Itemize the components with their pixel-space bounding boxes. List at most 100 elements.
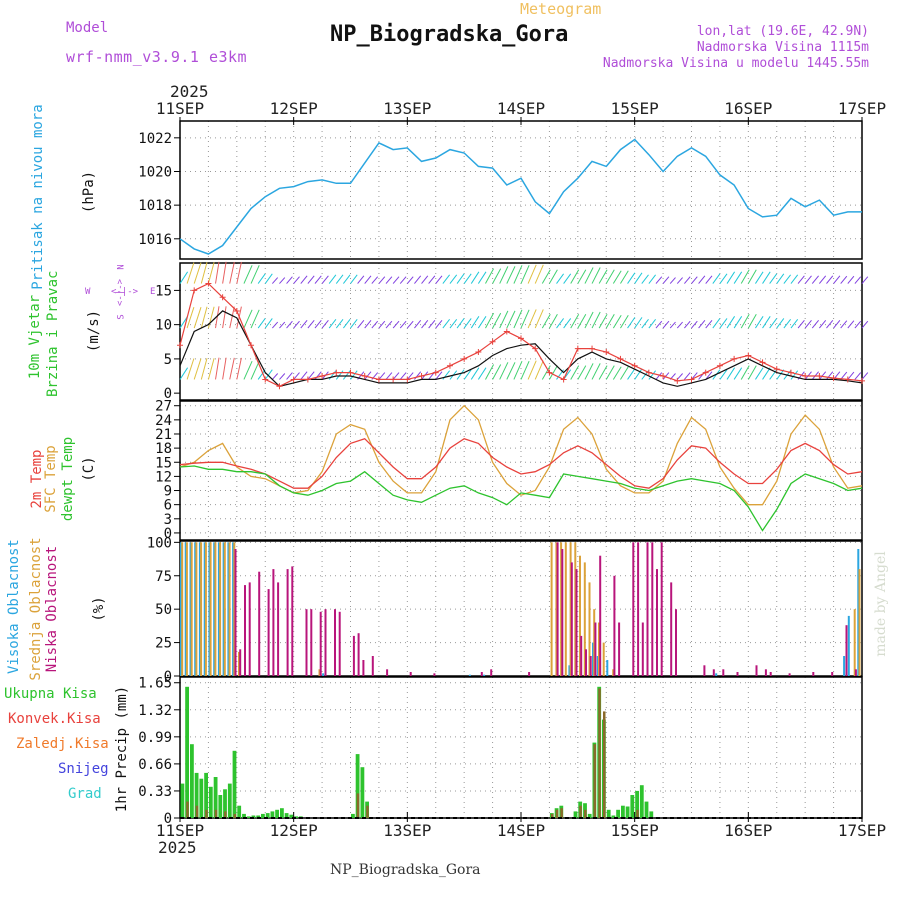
wind-arrow (470, 367, 480, 380)
wind-gust-marker (617, 355, 624, 362)
convective-rain-bar (186, 801, 189, 818)
wind-arrow (414, 371, 422, 380)
total-rain-bar (294, 816, 298, 818)
wind-arrow (698, 319, 706, 329)
wind-arrow (840, 320, 848, 329)
cloud-bar-mid (602, 642, 605, 676)
model-name: wrf-nmm_v3.9.1 e3km (66, 48, 248, 66)
cloud-bar-mid (190, 542, 193, 676)
wind-arrow (854, 320, 862, 329)
wind-arrow (513, 309, 523, 329)
wind-arrow (364, 275, 372, 284)
cloud-bar-high (715, 673, 718, 676)
wind-arrow (406, 372, 414, 380)
wind-arrow (421, 319, 429, 329)
wind-arrow (328, 370, 337, 380)
wind-arrow (691, 320, 698, 329)
wind-gust-marker (716, 362, 723, 369)
cloud-bar-mid (181, 542, 184, 676)
wind-arrow (392, 320, 400, 329)
wind-arrow (250, 265, 260, 284)
wind-arrow (257, 273, 266, 284)
total-rain-bar (194, 772, 199, 818)
total-rain-bar (190, 744, 194, 818)
wind-arrow (513, 265, 523, 284)
legend-convective-rain: Konvek.Kisa (8, 711, 101, 727)
wind-tick-label: 5 (164, 352, 172, 368)
precip-tick-label: 0.33 (138, 784, 172, 800)
convective-rain-bar (560, 808, 563, 818)
wind-arrow (612, 366, 622, 380)
bottom-day-label: 12SEP (270, 821, 318, 840)
wind-arrow (215, 261, 220, 284)
wind-arrow (364, 371, 372, 380)
total-rain-bar (289, 814, 294, 818)
wind-arrow (811, 275, 819, 284)
wind-arrow (328, 274, 337, 284)
wind-arrow (222, 357, 227, 380)
cloud-bar-low (362, 660, 365, 676)
model-altitude-label: Nadmorska Visina u modelu 1445.55m (602, 56, 869, 71)
wind-arrow (811, 319, 819, 329)
wind-arrow (421, 275, 429, 284)
cloud-bar-high (483, 674, 486, 676)
wind-arrow (783, 274, 791, 284)
wind-arrow (193, 307, 202, 329)
sfc-temp-line (179, 404, 863, 506)
wind-arrow (293, 372, 300, 380)
cloud-bar-low (641, 622, 644, 676)
cloud-bar-low (580, 635, 583, 676)
total-rain-bar (265, 813, 270, 818)
cloud-bar-low (528, 672, 531, 676)
convective-rain-bar (233, 813, 237, 818)
wind-arrow (222, 306, 227, 329)
wind-arrow (357, 275, 365, 284)
wind-arrow (442, 370, 450, 380)
wind-arrow (527, 309, 537, 329)
top-year-label: 2025 (170, 82, 209, 101)
wind-arrow (726, 271, 736, 284)
wind-arrow (463, 273, 472, 284)
wind-arrow (286, 372, 293, 380)
wind-arrow (577, 365, 587, 380)
top-day-label: 15SEP (611, 99, 659, 118)
wind-arrow (442, 318, 450, 329)
wind-arrow (186, 307, 195, 329)
wind-arrow (570, 269, 580, 284)
cloud-bar-high (322, 673, 325, 676)
temp-tick-label: 21 (155, 427, 172, 443)
precip-tick-label: 0.99 (138, 730, 172, 746)
temp-tick-label: 15 (155, 455, 172, 471)
top-day-label: 16SEP (724, 99, 772, 118)
cloud-bar-high (180, 542, 182, 676)
total-rain-bar (232, 750, 237, 818)
cloud-bar-low (831, 672, 834, 676)
wind-arrow (548, 313, 558, 329)
temp-tick-label: 27 (155, 399, 172, 415)
wind-arrow (307, 275, 315, 284)
wind-arrow (321, 275, 329, 284)
cloud-bar-low (675, 609, 677, 676)
cloud-bar-low (599, 555, 602, 676)
wind-arrow (456, 369, 465, 380)
wind-arrow (328, 318, 337, 329)
wind-arrow (243, 360, 253, 380)
wind-arrow (364, 319, 372, 329)
temp-tick-label: 18 (155, 441, 172, 457)
wind-arrow (762, 271, 771, 284)
wind-arrow (293, 320, 300, 329)
convective-rain-bar (579, 805, 582, 818)
wind-arrow (186, 358, 195, 380)
wind-arrow (186, 262, 195, 284)
wind-arrow (506, 310, 516, 329)
wind-gust-marker (731, 355, 738, 362)
wind-arrow (733, 316, 743, 329)
wind-gust-marker (802, 373, 809, 380)
convective-rain-bar (356, 793, 360, 818)
wind-arrow (548, 365, 558, 380)
wind-arrow (499, 310, 509, 329)
convective-rain-bar (555, 809, 559, 818)
cloud-bar-low (712, 669, 715, 676)
convective-rain-bar (603, 711, 606, 818)
total-rain-bar (630, 795, 635, 818)
